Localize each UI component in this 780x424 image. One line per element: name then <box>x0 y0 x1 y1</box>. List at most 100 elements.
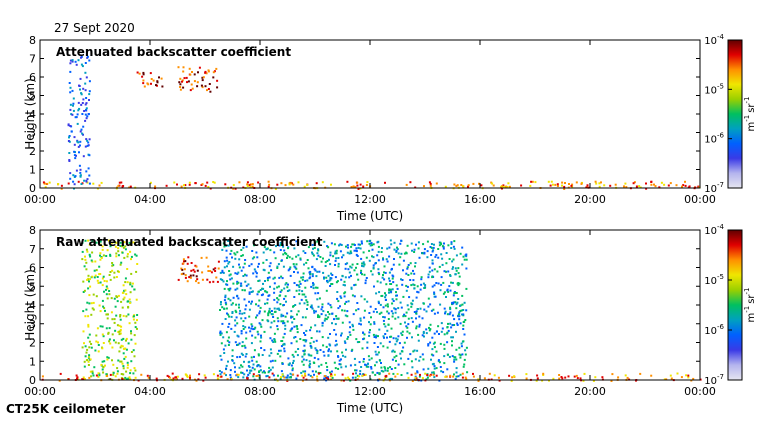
heatmap-cell <box>301 374 304 377</box>
y-tick-label: 8 <box>29 34 36 47</box>
heatmap-cells <box>41 239 702 382</box>
heatmap-cell <box>338 359 341 362</box>
x-tick-label: 04:00 <box>134 385 166 398</box>
y-tick-label: 0 <box>29 182 36 195</box>
heatmap-cell <box>413 251 416 253</box>
heatmap-cell <box>364 363 366 366</box>
heatmap-cell <box>87 364 90 366</box>
heatmap-cell <box>351 376 354 379</box>
heatmap-cell <box>102 366 105 369</box>
heatmap-cell <box>451 303 453 306</box>
heatmap-cell <box>296 354 299 357</box>
heatmap-cell <box>242 376 245 379</box>
heatmap-cell <box>443 347 446 350</box>
heatmap-cell <box>129 243 132 246</box>
heatmap-cell <box>48 181 51 184</box>
heatmap-cell <box>69 103 72 106</box>
heatmap-cell <box>303 353 306 356</box>
heatmap-cell <box>102 342 105 344</box>
heatmap-cell <box>155 377 158 380</box>
heatmap-cell <box>301 278 304 281</box>
heatmap-cell <box>125 315 128 318</box>
heatmap-cell <box>368 334 371 337</box>
heatmap-cell <box>424 372 427 375</box>
heatmap-cell <box>243 262 246 265</box>
heatmap-cell <box>418 256 421 259</box>
heatmap-cell <box>221 271 224 274</box>
heatmap-cell <box>225 367 228 370</box>
heatmap-cell <box>335 343 338 346</box>
heatmap-cell <box>251 366 254 369</box>
heatmap-cell <box>77 141 80 144</box>
heatmap-cell <box>189 274 192 277</box>
heatmap-cell <box>460 309 463 312</box>
heatmap-cell <box>136 71 139 74</box>
heatmap-cell <box>296 243 299 246</box>
heatmap-cell <box>329 333 331 335</box>
heatmap-cell <box>134 376 137 379</box>
heatmap-cell <box>600 181 602 184</box>
heatmap-cell <box>238 312 241 315</box>
heatmap-cell <box>329 285 332 287</box>
heatmap-cell <box>418 325 421 328</box>
heatmap-cell <box>258 322 261 325</box>
heatmap-cell <box>645 187 648 190</box>
heatmap-cell <box>426 250 429 253</box>
heatmap-cell <box>417 241 420 244</box>
heatmap-cell <box>282 253 285 256</box>
heatmap-cell <box>362 251 365 254</box>
heatmap-cell <box>350 286 353 289</box>
heatmap-cell <box>198 373 201 376</box>
heatmap-cell <box>391 315 394 318</box>
heatmap-cell <box>241 312 244 315</box>
heatmap-cell <box>438 333 440 335</box>
heatmap-cell <box>85 180 88 183</box>
heatmap-cell <box>447 290 450 293</box>
heatmap-cell <box>212 268 215 271</box>
heatmap-cell <box>453 358 456 361</box>
heatmap-cell <box>326 279 328 282</box>
heatmap-cell <box>114 305 117 308</box>
heatmap-cell <box>359 372 362 375</box>
y-tick-label: 0 <box>29 374 36 387</box>
heatmap-cell <box>384 299 387 301</box>
heatmap-cell <box>124 289 127 292</box>
heatmap-cell <box>391 277 394 280</box>
heatmap-cell <box>248 372 251 375</box>
heatmap-cell <box>240 282 243 285</box>
heatmap-cell <box>356 378 359 381</box>
heatmap-cell <box>402 269 404 272</box>
heatmap-cell <box>183 184 185 187</box>
heatmap-cell <box>129 281 132 284</box>
heatmap-cell <box>223 352 226 354</box>
heatmap-cell <box>667 184 670 187</box>
heatmap-cell <box>212 181 215 183</box>
heatmap-cell <box>68 82 71 84</box>
heatmap-cell <box>317 249 320 252</box>
heatmap-cell <box>281 244 284 247</box>
heatmap-cell <box>68 135 71 137</box>
heatmap-cell <box>115 255 118 258</box>
heatmap-cell <box>370 366 373 368</box>
heatmap-cell <box>426 256 429 259</box>
heatmap-cell <box>84 239 87 242</box>
heatmap-cell <box>251 334 254 337</box>
heatmap-cell <box>382 319 385 322</box>
heatmap-cell <box>205 72 208 75</box>
heatmap-cell <box>93 366 96 369</box>
heatmap-cell <box>134 342 137 345</box>
heatmap-cell <box>276 183 279 186</box>
heatmap-cell <box>236 272 239 275</box>
heatmap-cell <box>492 184 495 187</box>
heatmap-cell <box>135 298 138 301</box>
heatmap-cell <box>245 353 248 355</box>
heatmap-cell <box>219 373 222 376</box>
heatmap-cell <box>223 260 226 263</box>
heatmap-cell <box>300 371 303 374</box>
heatmap-cell <box>285 376 288 379</box>
heatmap-cell <box>104 309 106 312</box>
heatmap-cell <box>303 185 306 188</box>
heatmap-cell <box>229 374 232 376</box>
heatmap-cell <box>250 291 253 293</box>
